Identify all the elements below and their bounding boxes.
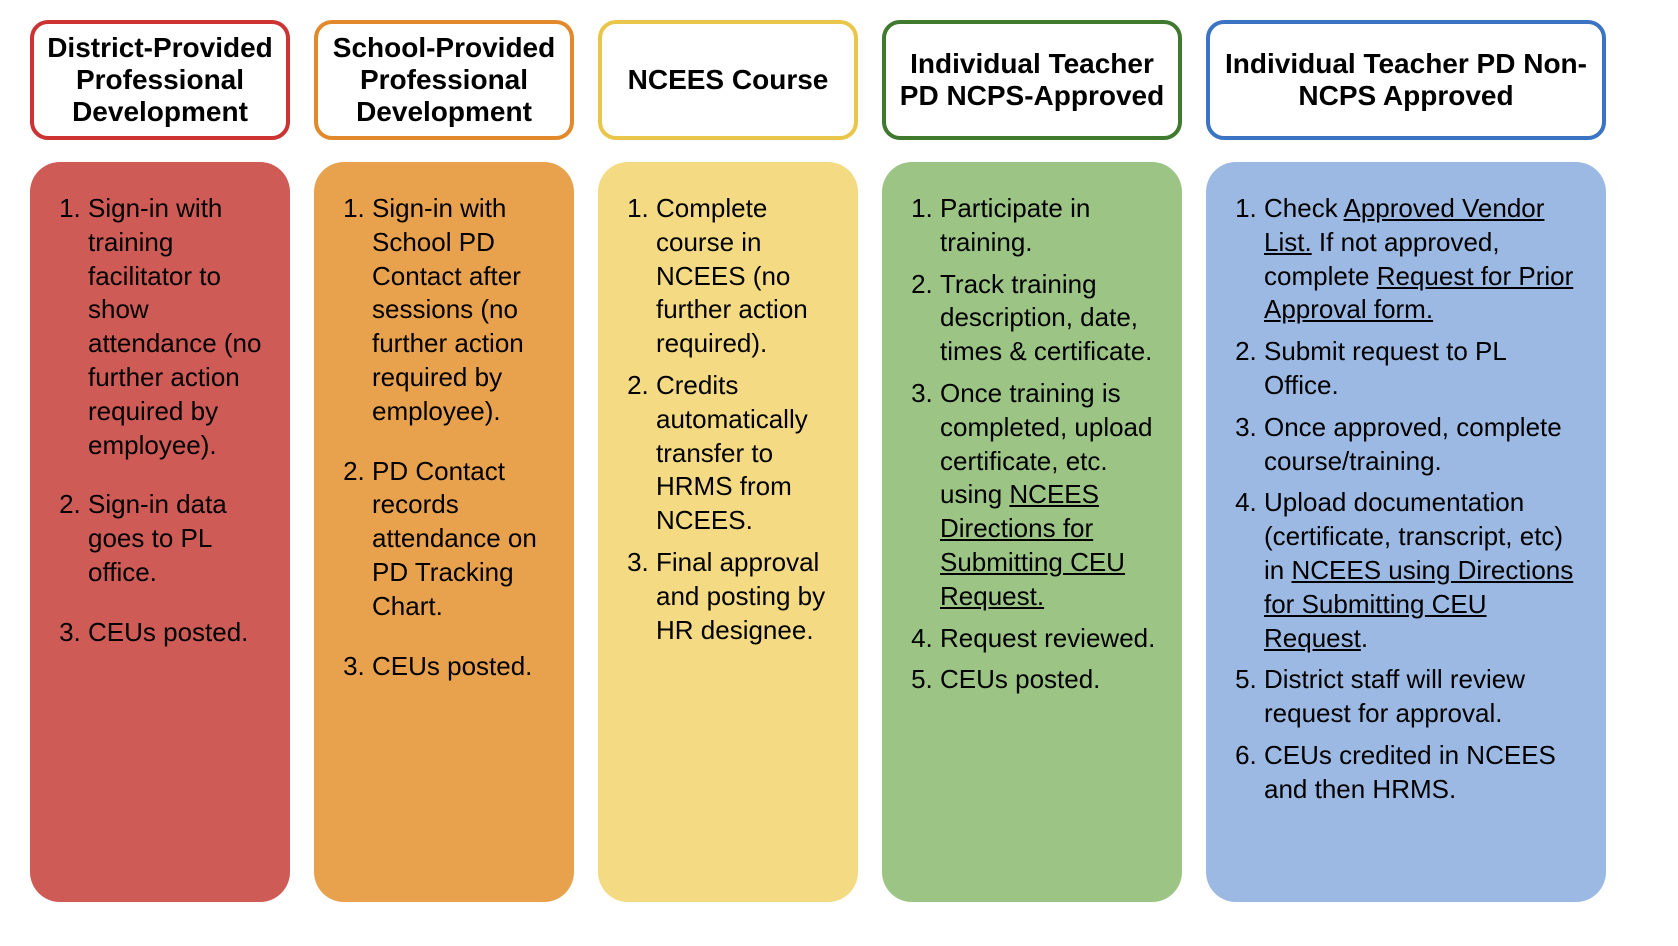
list-item: CEUs credited in NCEES and then HRMS. (1264, 739, 1584, 807)
list-item: PD Contact records attendance on PD Trac… (372, 455, 552, 624)
header-non-ncps: Individual Teacher PD Non-NCPS Approved (1206, 20, 1606, 140)
header-district: District-Provided Professional Developme… (30, 20, 290, 140)
pd-columns-canvas: District-Provided Professional Developme… (0, 0, 1678, 946)
list-item: CEUs posted. (940, 663, 1160, 697)
body-district: Sign-in with training facilitator to sho… (30, 162, 290, 902)
steps-list: Check Approved Vendor List. If not appro… (1228, 192, 1584, 807)
header-ncees: NCEES Course (598, 20, 858, 140)
steps-list: Participate in training. Track training … (904, 192, 1160, 697)
header-ncps-approved: Individual Teacher PD NCPS-Approved (882, 20, 1182, 140)
body-school: Sign-in with School PD Contact after ses… (314, 162, 574, 902)
list-item: Sign-in with School PD Contact after ses… (372, 192, 552, 429)
list-item: Check Approved Vendor List. If not appro… (1264, 192, 1584, 327)
body-non-ncps: Check Approved Vendor List. If not appro… (1206, 162, 1606, 902)
column-district: District-Provided Professional Developme… (30, 20, 290, 902)
column-school: School-Provided Professional Development… (314, 20, 574, 902)
steps-list: Sign-in with School PD Contact after ses… (336, 192, 552, 683)
header-title: Individual Teacher PD Non-NCPS Approved (1220, 48, 1592, 112)
body-ncps-approved: Participate in training. Track training … (882, 162, 1182, 902)
header-title: School-Provided Professional Development (328, 32, 560, 129)
list-item: Request reviewed. (940, 622, 1160, 656)
list-item: Sign-in with training facilitator to sho… (88, 192, 268, 462)
body-ncees: Complete course in NCEES (no further act… (598, 162, 858, 902)
list-item: District staff will review request for a… (1264, 663, 1584, 731)
list-item: Participate in training. (940, 192, 1160, 260)
header-title: NCEES Course (628, 64, 829, 96)
list-item: Sign-in data goes to PL office. (88, 488, 268, 589)
header-school: School-Provided Professional Development (314, 20, 574, 140)
list-item: CEUs posted. (372, 650, 552, 684)
text-run: . (1361, 623, 1368, 653)
column-ncees: NCEES Course Complete course in NCEES (n… (598, 20, 858, 902)
list-item: Credits automatically transfer to HRMS f… (656, 369, 836, 538)
column-non-ncps: Individual Teacher PD Non-NCPS Approved … (1206, 20, 1606, 902)
underlined-text: NCEES using Directions for Submitting CE… (1264, 555, 1573, 653)
steps-list: Sign-in with training facilitator to sho… (52, 192, 268, 650)
list-item: Once approved, complete course/training. (1264, 411, 1584, 479)
list-item: Once training is completed, upload certi… (940, 377, 1160, 614)
steps-list: Complete course in NCEES (no further act… (620, 192, 836, 647)
list-item: Complete course in NCEES (no further act… (656, 192, 836, 361)
list-item: Submit request to PL Office. (1264, 335, 1584, 403)
text-run: Check (1264, 193, 1344, 223)
list-item: Track training description, date, times … (940, 268, 1160, 369)
header-title: Individual Teacher PD NCPS-Approved (896, 48, 1168, 112)
list-item: Final approval and posting by HR designe… (656, 546, 836, 647)
column-ncps-approved: Individual Teacher PD NCPS-Approved Part… (882, 20, 1182, 902)
list-item: CEUs posted. (88, 616, 268, 650)
header-title: District-Provided Professional Developme… (44, 32, 276, 129)
list-item: Upload documentation (certificate, trans… (1264, 486, 1584, 655)
